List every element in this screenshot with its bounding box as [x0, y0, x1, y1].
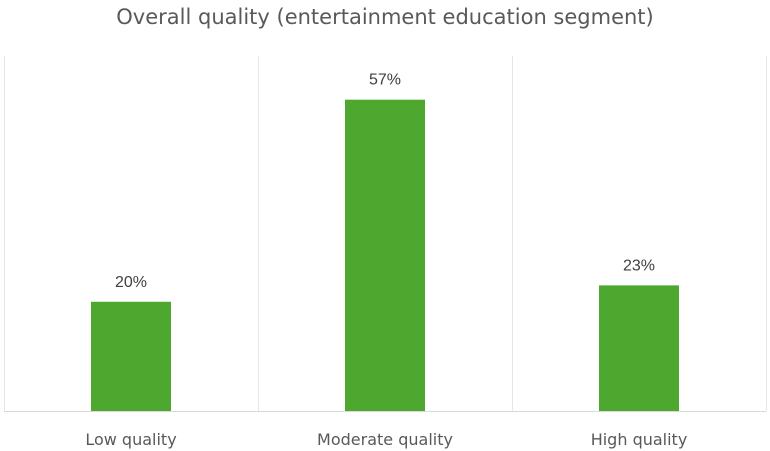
data-labels: 20% 57% 23% [115, 72, 655, 291]
bar-moderate-quality [345, 99, 425, 411]
data-label: 20% [115, 274, 147, 291]
bar-low-quality [91, 301, 171, 411]
x-tick-label: Moderate quality [317, 430, 453, 449]
x-tick-label: High quality [591, 430, 688, 449]
bar-high-quality [599, 285, 679, 411]
bars [91, 99, 679, 411]
category-dividers [4, 56, 767, 411]
x-axis-tick-labels: Low quality Moderate quality High quality [85, 430, 687, 449]
chart-title: Overall quality (entertainment education… [116, 5, 653, 29]
x-tick-label: Low quality [85, 430, 176, 449]
data-label: 57% [369, 72, 401, 89]
data-label: 23% [623, 257, 655, 274]
